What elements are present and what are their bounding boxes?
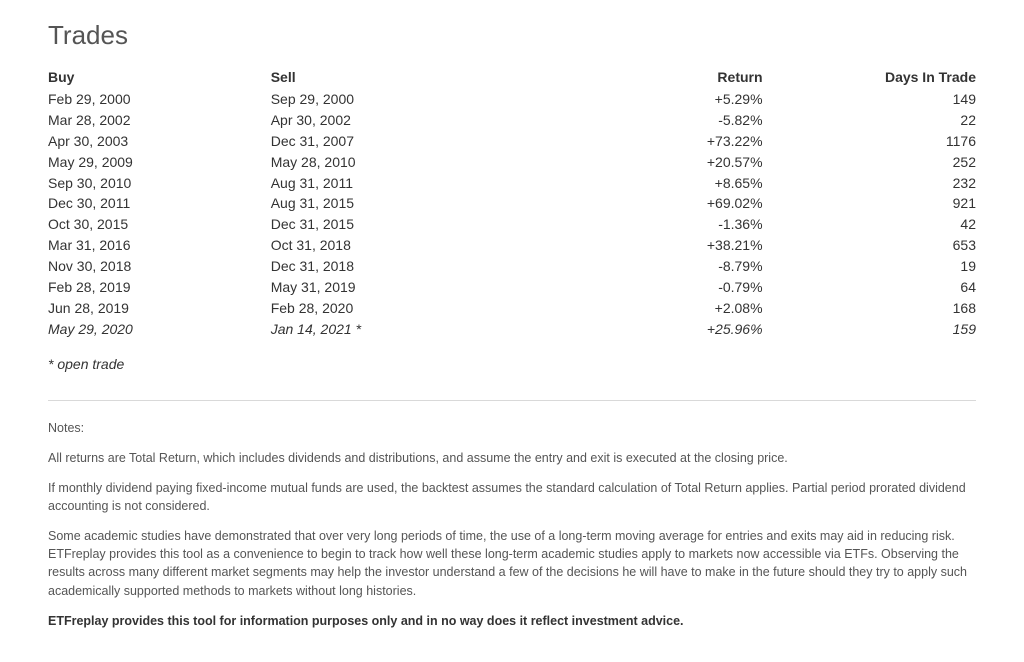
table-row: Feb 28, 2019May 31, 2019-0.79%64 xyxy=(48,277,976,298)
col-header-return: Return xyxy=(549,65,762,89)
col-header-sell: Sell xyxy=(271,65,549,89)
table-row: Apr 30, 2003Dec 31, 2007+73.22%1176 xyxy=(48,131,976,152)
cell-days: 42 xyxy=(763,214,976,235)
page-title: Trades xyxy=(48,20,976,51)
notes-paragraph: If monthly dividend paying fixed-income … xyxy=(48,479,976,515)
cell-days: 1176 xyxy=(763,131,976,152)
cell-return: +73.22% xyxy=(549,131,762,152)
table-row: Oct 30, 2015Dec 31, 2015-1.36%42 xyxy=(48,214,976,235)
cell-sell: May 28, 2010 xyxy=(271,152,549,173)
cell-sell: Dec 31, 2007 xyxy=(271,131,549,152)
table-row: May 29, 2020Jan 14, 2021 *+25.96%159 xyxy=(48,319,976,340)
cell-sell: Jan 14, 2021 * xyxy=(271,319,549,340)
cell-buy: Mar 28, 2002 xyxy=(48,110,271,131)
col-header-buy: Buy xyxy=(48,65,271,89)
col-header-days: Days In Trade xyxy=(763,65,976,89)
cell-return: -5.82% xyxy=(549,110,762,131)
cell-return: +25.96% xyxy=(549,319,762,340)
cell-days: 22 xyxy=(763,110,976,131)
cell-return: +20.57% xyxy=(549,152,762,173)
cell-days: 159 xyxy=(763,319,976,340)
cell-return: +8.65% xyxy=(549,173,762,194)
cell-buy: May 29, 2009 xyxy=(48,152,271,173)
notes-heading: Notes: xyxy=(48,419,976,437)
cell-days: 149 xyxy=(763,89,976,110)
cell-sell: May 31, 2019 xyxy=(271,277,549,298)
notes-paragraph: Some academic studies have demonstrated … xyxy=(48,527,976,600)
table-row: Feb 29, 2000Sep 29, 2000+5.29%149 xyxy=(48,89,976,110)
cell-buy: Nov 30, 2018 xyxy=(48,256,271,277)
cell-days: 252 xyxy=(763,152,976,173)
cell-return: -0.79% xyxy=(549,277,762,298)
open-trade-footnote: * open trade xyxy=(48,356,976,372)
cell-return: +38.21% xyxy=(549,235,762,256)
cell-sell: Aug 31, 2015 xyxy=(271,193,549,214)
table-row: Mar 31, 2016Oct 31, 2018+38.21%653 xyxy=(48,235,976,256)
cell-sell: Aug 31, 2011 xyxy=(271,173,549,194)
cell-buy: Feb 28, 2019 xyxy=(48,277,271,298)
cell-buy: Feb 29, 2000 xyxy=(48,89,271,110)
table-row: Mar 28, 2002Apr 30, 2002-5.82%22 xyxy=(48,110,976,131)
table-row: Jun 28, 2019Feb 28, 2020+2.08%168 xyxy=(48,298,976,319)
cell-days: 232 xyxy=(763,173,976,194)
cell-days: 168 xyxy=(763,298,976,319)
cell-return: +5.29% xyxy=(549,89,762,110)
cell-sell: Feb 28, 2020 xyxy=(271,298,549,319)
cell-buy: Oct 30, 2015 xyxy=(48,214,271,235)
cell-buy: Apr 30, 2003 xyxy=(48,131,271,152)
cell-buy: Dec 30, 2011 xyxy=(48,193,271,214)
cell-buy: Jun 28, 2019 xyxy=(48,298,271,319)
trades-table-body: Feb 29, 2000Sep 29, 2000+5.29%149Mar 28,… xyxy=(48,89,976,340)
table-row: May 29, 2009May 28, 2010+20.57%252 xyxy=(48,152,976,173)
notes-section: Notes: All returns are Total Return, whi… xyxy=(48,419,976,630)
cell-sell: Oct 31, 2018 xyxy=(271,235,549,256)
table-row: Dec 30, 2011Aug 31, 2015+69.02%921 xyxy=(48,193,976,214)
cell-buy: May 29, 2020 xyxy=(48,319,271,340)
notes-disclaimer: ETFreplay provides this tool for informa… xyxy=(48,612,976,630)
cell-buy: Sep 30, 2010 xyxy=(48,173,271,194)
cell-return: -1.36% xyxy=(549,214,762,235)
table-header-row: Buy Sell Return Days In Trade xyxy=(48,65,976,89)
cell-return: -8.79% xyxy=(549,256,762,277)
trades-table: Buy Sell Return Days In Trade Feb 29, 20… xyxy=(48,65,976,340)
cell-return: +2.08% xyxy=(549,298,762,319)
table-row: Sep 30, 2010Aug 31, 2011+8.65%232 xyxy=(48,173,976,194)
cell-return: +69.02% xyxy=(549,193,762,214)
section-separator xyxy=(48,400,976,401)
cell-sell: Dec 31, 2018 xyxy=(271,256,549,277)
notes-paragraph: All returns are Total Return, which incl… xyxy=(48,449,976,467)
cell-days: 653 xyxy=(763,235,976,256)
cell-days: 921 xyxy=(763,193,976,214)
cell-sell: Sep 29, 2000 xyxy=(271,89,549,110)
table-row: Nov 30, 2018Dec 31, 2018-8.79%19 xyxy=(48,256,976,277)
cell-days: 19 xyxy=(763,256,976,277)
cell-buy: Mar 31, 2016 xyxy=(48,235,271,256)
cell-days: 64 xyxy=(763,277,976,298)
cell-sell: Dec 31, 2015 xyxy=(271,214,549,235)
cell-sell: Apr 30, 2002 xyxy=(271,110,549,131)
